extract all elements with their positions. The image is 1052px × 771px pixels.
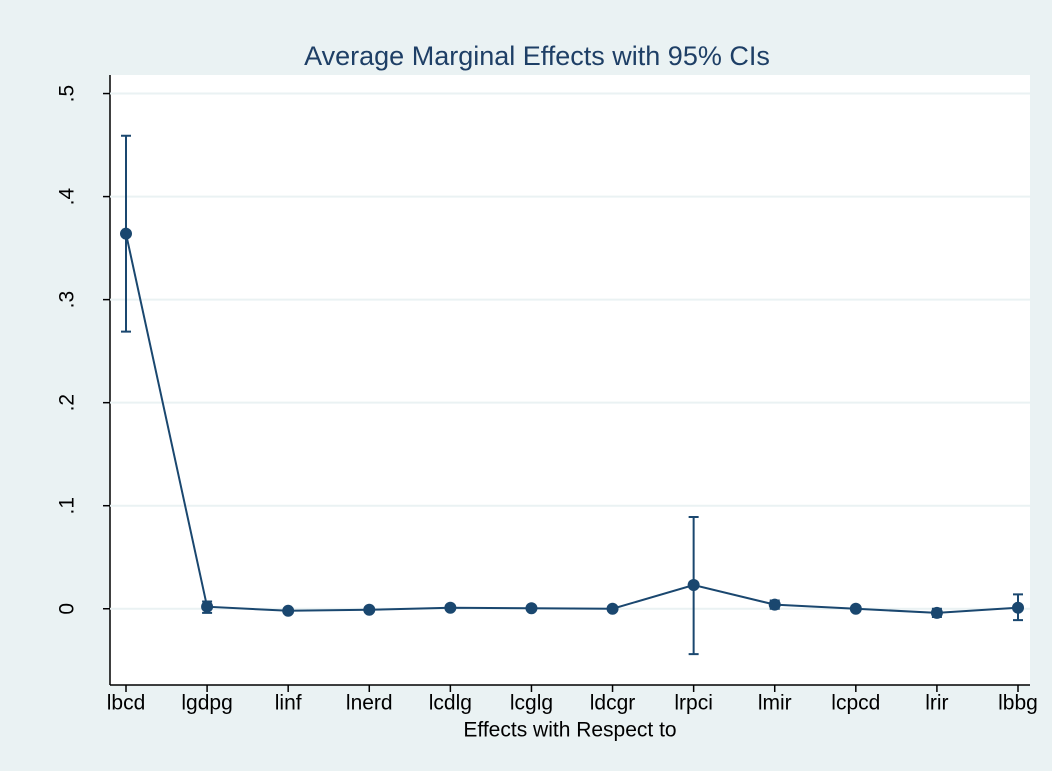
x-tick-label: lcdlg [429, 692, 472, 715]
x-tick-label: lrir [925, 692, 948, 715]
point [687, 579, 700, 592]
point [201, 600, 214, 613]
point [1012, 601, 1024, 614]
x-tick-label: lgdpg [181, 692, 232, 715]
line [125, 233, 1019, 614]
x-tick-label: lmir [758, 692, 792, 715]
point [120, 227, 132, 240]
x-axis-title: Effects with Respect to [463, 719, 676, 742]
x-tick-label: linf [275, 692, 302, 715]
x-tick-label: lbcd [107, 692, 146, 715]
y-tick-label: .4 [56, 188, 79, 206]
y-tick-label: .3 [56, 291, 79, 309]
x-tick-label: ldcgr [590, 692, 636, 715]
chart-title: Average Marginal Effects with 95% CIs [304, 41, 770, 71]
y-tick-label: .2 [56, 394, 79, 412]
x-tick-label: lcpcd [831, 692, 880, 715]
point [282, 604, 295, 617]
x-tick-label: lnerd [346, 692, 393, 715]
point [363, 603, 376, 616]
y-tick-label: 0 [56, 603, 79, 615]
point [930, 606, 943, 619]
y-tick-label: .1 [56, 497, 79, 515]
x-tick-label: lcglg [510, 692, 553, 715]
point [768, 598, 781, 611]
point [849, 602, 862, 615]
point [606, 602, 619, 615]
x-tick-label: lrpci [674, 692, 713, 715]
x-tick-label: lbbg [998, 692, 1038, 715]
plot-area [110, 75, 1030, 685]
y-tick-label: .5 [56, 85, 79, 103]
point [444, 601, 457, 614]
point [525, 602, 538, 615]
